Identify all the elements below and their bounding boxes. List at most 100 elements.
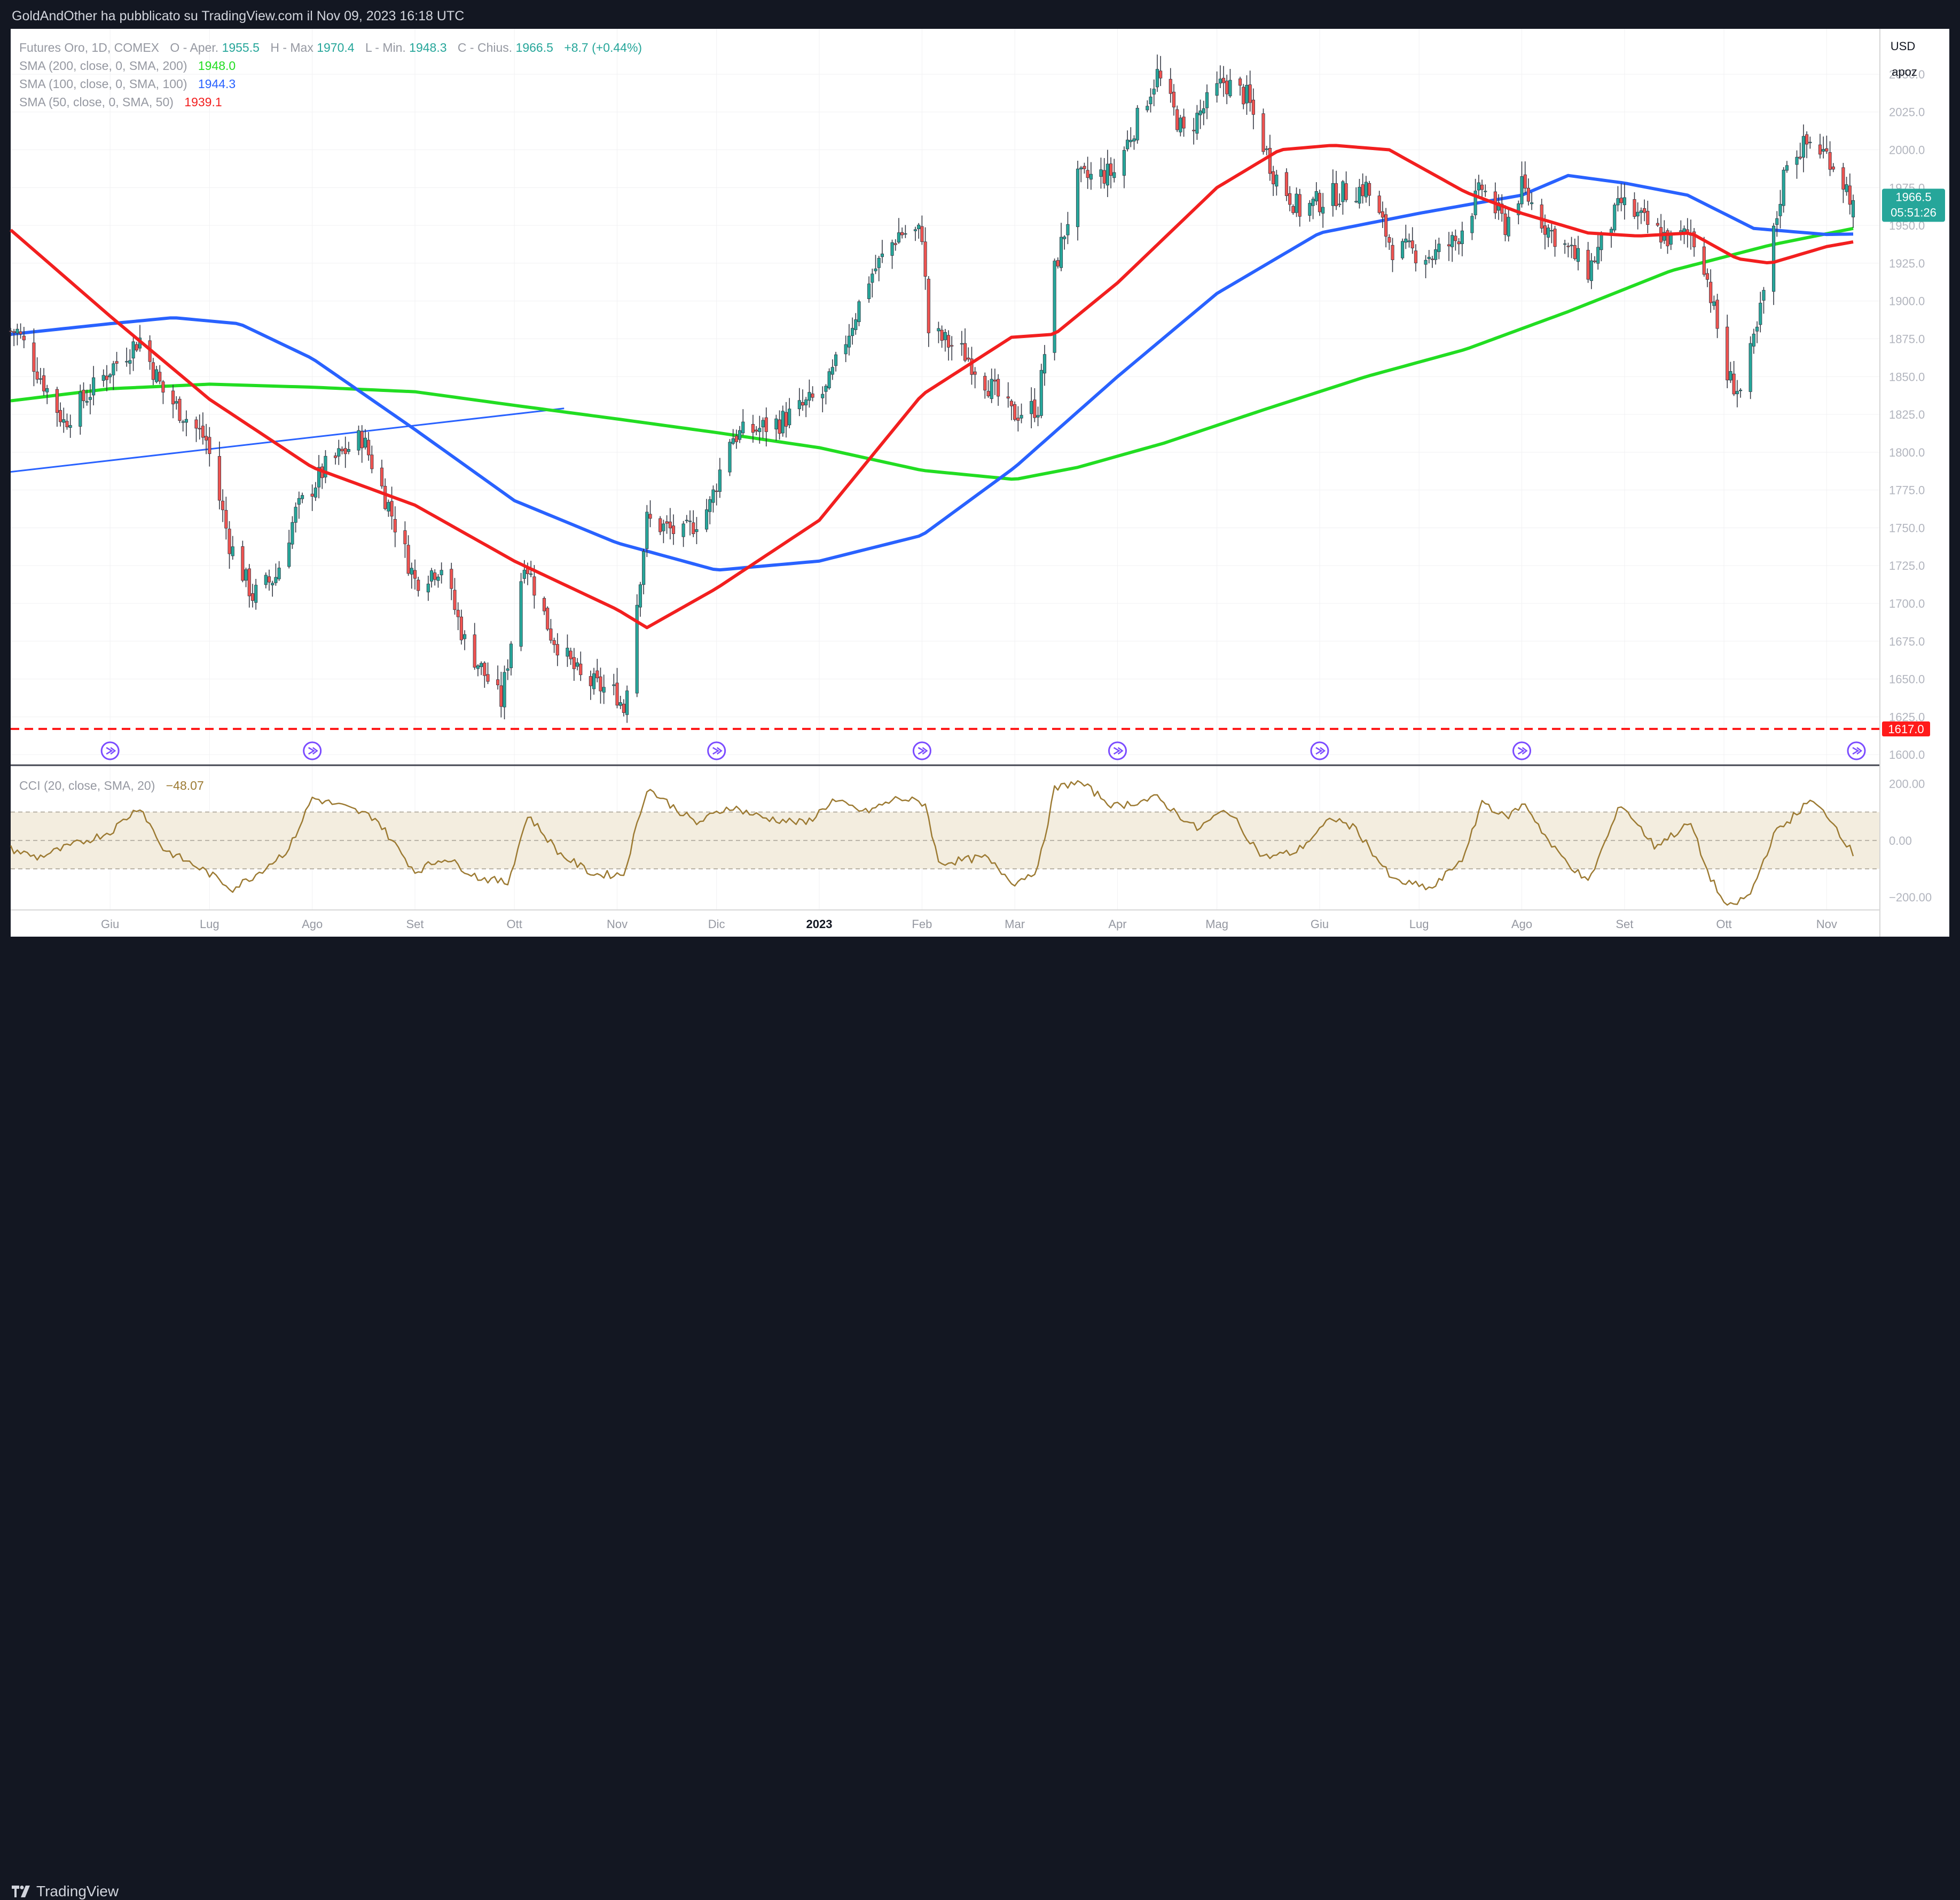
candle bbox=[1202, 100, 1205, 125]
candle-body bbox=[1295, 193, 1298, 213]
candle bbox=[904, 225, 907, 238]
candle bbox=[1079, 166, 1083, 183]
scale-mode-label[interactable]: apoz bbox=[1892, 65, 1917, 78]
candle bbox=[1729, 362, 1732, 383]
candle bbox=[1424, 255, 1428, 279]
candle-body bbox=[175, 401, 178, 404]
candle bbox=[1795, 150, 1799, 179]
candle bbox=[546, 606, 550, 631]
candle-body bbox=[1341, 181, 1345, 202]
candle bbox=[940, 325, 944, 348]
candle-body bbox=[1169, 78, 1172, 94]
candle bbox=[85, 389, 89, 406]
dividend-event-icon[interactable] bbox=[912, 741, 931, 760]
legend-sma50[interactable]: SMA (50, close, 0, SMA, 50) 1939.1 bbox=[19, 95, 222, 109]
legend-sma100[interactable]: SMA (100, close, 0, SMA, 100) 1944.3 bbox=[19, 77, 236, 91]
candle bbox=[1169, 68, 1172, 103]
candle-body bbox=[271, 583, 275, 586]
candle-body bbox=[287, 543, 291, 567]
dividend-event-icon[interactable] bbox=[1512, 741, 1531, 760]
legend-sma200[interactable]: SMA (200, close, 0, SMA, 200) 1948.0 bbox=[19, 59, 236, 73]
candle bbox=[1053, 258, 1056, 360]
candle bbox=[19, 323, 22, 339]
candle-body bbox=[542, 598, 546, 611]
trendline[interactable] bbox=[10, 407, 565, 473]
candle-body bbox=[1086, 170, 1089, 178]
candle-body bbox=[1646, 210, 1650, 225]
candle-body bbox=[313, 488, 317, 498]
candle-body bbox=[671, 525, 676, 534]
tradingview-logo[interactable]: TradingView bbox=[12, 1883, 119, 1900]
candle-body bbox=[788, 409, 791, 426]
candle bbox=[618, 695, 622, 709]
candle-body bbox=[622, 703, 626, 713]
candle-body bbox=[105, 375, 109, 380]
candle bbox=[1715, 294, 1719, 339]
time-tick-label: Lug bbox=[1409, 917, 1429, 931]
candle bbox=[1152, 79, 1156, 106]
candle-body bbox=[1381, 211, 1384, 218]
candle bbox=[711, 485, 715, 513]
candle bbox=[734, 429, 738, 449]
candle-body bbox=[509, 643, 513, 669]
candle-body bbox=[413, 570, 417, 579]
candle bbox=[731, 429, 735, 445]
cci-axis[interactable]: 200.00 0.00 −200.00 bbox=[1889, 778, 1932, 905]
candle-body bbox=[625, 690, 629, 715]
candle bbox=[990, 368, 993, 403]
dividend-event-icon[interactable] bbox=[1108, 741, 1127, 760]
candle-body bbox=[1195, 113, 1199, 134]
price-axis[interactable]: 1600.01625.01650.01675.01700.01725.01750… bbox=[1889, 68, 1925, 761]
candle bbox=[1251, 88, 1255, 130]
candle bbox=[360, 425, 364, 463]
candle bbox=[35, 357, 39, 383]
candle-body bbox=[734, 435, 738, 442]
candle-body bbox=[310, 493, 314, 497]
currency-label[interactable]: USD bbox=[1891, 40, 1915, 53]
candle-body bbox=[1666, 230, 1669, 247]
candle bbox=[9, 327, 13, 336]
candle bbox=[287, 530, 291, 569]
candle-body bbox=[1006, 396, 1010, 399]
candle-body bbox=[897, 232, 901, 243]
candle bbox=[390, 486, 394, 530]
dividend-event-icon[interactable] bbox=[100, 741, 120, 760]
last-price-badge: 1966.5 05:51:26 bbox=[1882, 189, 1945, 222]
candle bbox=[426, 575, 430, 601]
candle-body bbox=[194, 419, 198, 429]
candle-body bbox=[486, 674, 490, 682]
candle-body bbox=[946, 335, 951, 348]
candle bbox=[158, 365, 162, 384]
candle bbox=[1782, 167, 1785, 213]
candle-body bbox=[718, 469, 722, 492]
candle-body bbox=[1460, 230, 1464, 244]
candle-body bbox=[1470, 216, 1474, 233]
candle bbox=[681, 521, 685, 547]
candle-body bbox=[1576, 248, 1580, 262]
candle bbox=[937, 321, 940, 343]
candle bbox=[1828, 141, 1832, 176]
candle-body bbox=[797, 400, 801, 410]
candle-body bbox=[1089, 174, 1093, 180]
legend-cci[interactable]: CCI (20, close, SMA, 20) −48.07 bbox=[19, 779, 204, 792]
candle-body bbox=[1079, 167, 1083, 170]
cci-value: −48.07 bbox=[166, 779, 204, 792]
time-axis[interactable]: Giu Lug Ago Set Ott Nov Dic 2023 Feb Mar Apr Mag Giu… bbox=[101, 917, 1837, 931]
candle-body bbox=[277, 568, 281, 579]
candle bbox=[1175, 105, 1179, 132]
candle-body bbox=[522, 570, 526, 579]
candle-body bbox=[228, 529, 231, 554]
candle-body bbox=[781, 411, 785, 434]
earnings-event-icon[interactable] bbox=[1847, 741, 1866, 760]
candle bbox=[1056, 257, 1060, 269]
candle-body bbox=[19, 331, 22, 334]
legend-row-main[interactable]: Futures Oro, 1D, COMEX O - Aper. 1955.5 … bbox=[19, 41, 642, 54]
chart-svg[interactable]: 1600.01625.01650.01675.01700.01725.01750… bbox=[0, 0, 1960, 975]
candle bbox=[1752, 328, 1755, 354]
dividend-event-icon[interactable] bbox=[303, 741, 322, 760]
dividend-event-icon[interactable] bbox=[1310, 741, 1329, 760]
candle bbox=[340, 446, 344, 454]
candle-body bbox=[1639, 210, 1643, 213]
dividend-event-icon[interactable] bbox=[707, 741, 726, 760]
candle bbox=[704, 499, 709, 532]
